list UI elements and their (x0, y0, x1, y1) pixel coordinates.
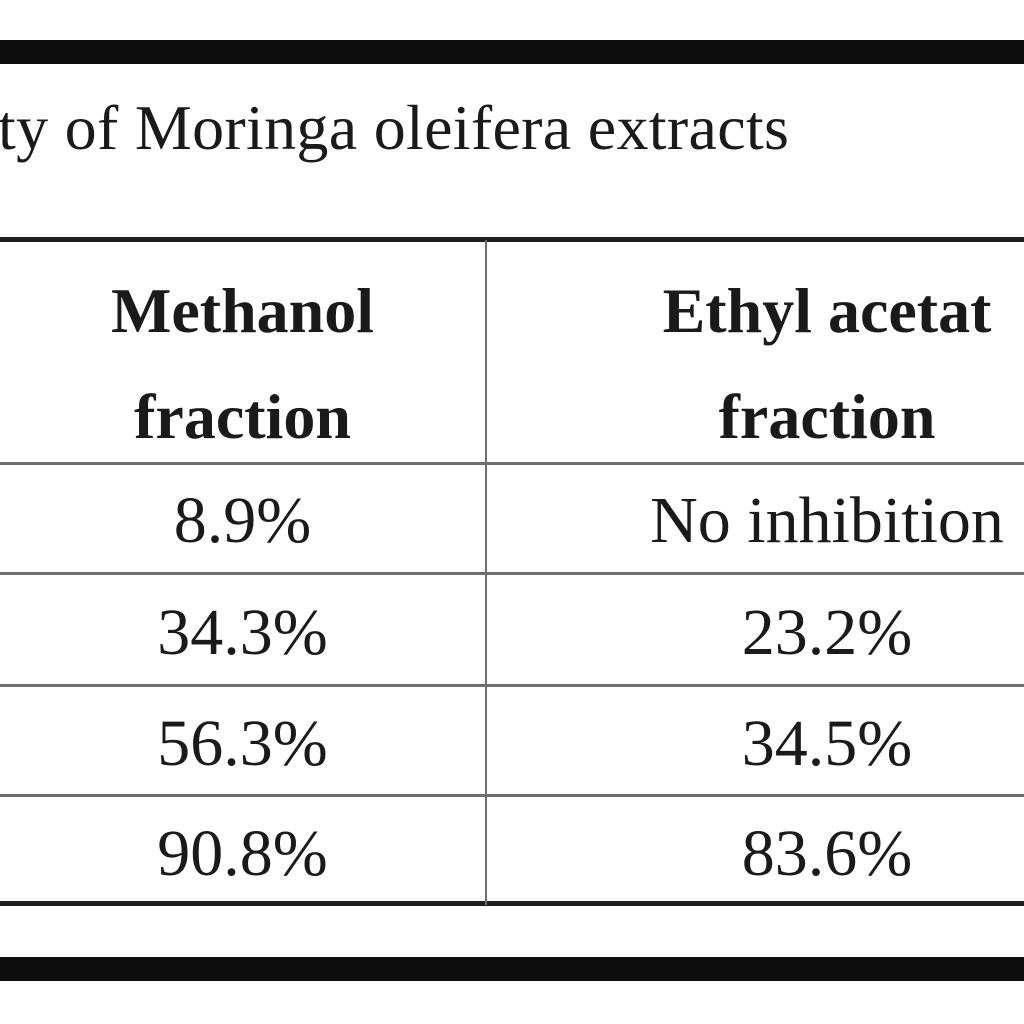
table-top-rule (0, 237, 1024, 242)
row-divider-2 (0, 684, 1024, 687)
cell-ethyl-acetate-row4: 83.6% (741, 817, 913, 890)
table-caption: ty of Moringa oleifera extracts (0, 92, 790, 163)
header-ethyl-acetate-line2: fraction (718, 381, 936, 452)
cell-methanol-row1: 8.9% (173, 484, 312, 557)
cell-methanol-row2: 34.3% (157, 596, 328, 669)
row-divider-1 (0, 572, 1024, 575)
header-bottom-rule (0, 462, 1024, 465)
top-border-bar (0, 40, 1024, 64)
cell-methanol-row4: 90.8% (157, 817, 328, 890)
header-methanol-line1: Methanol (110, 275, 375, 346)
column-divider (485, 240, 487, 905)
cell-ethyl-acetate-row2: 23.2% (741, 596, 913, 669)
bottom-border-bar (0, 957, 1024, 981)
row-divider-3 (0, 794, 1024, 797)
table-bottom-rule (0, 901, 1024, 906)
header-ethyl-acetate-line1: Ethyl acetat (662, 275, 992, 346)
cell-methanol-row3: 56.3% (157, 707, 328, 780)
cell-ethyl-acetate-row3: 34.5% (741, 707, 913, 780)
cell-ethyl-acetate-row1: No inhibition (650, 484, 1004, 557)
header-methanol-line2: fraction (134, 381, 351, 452)
